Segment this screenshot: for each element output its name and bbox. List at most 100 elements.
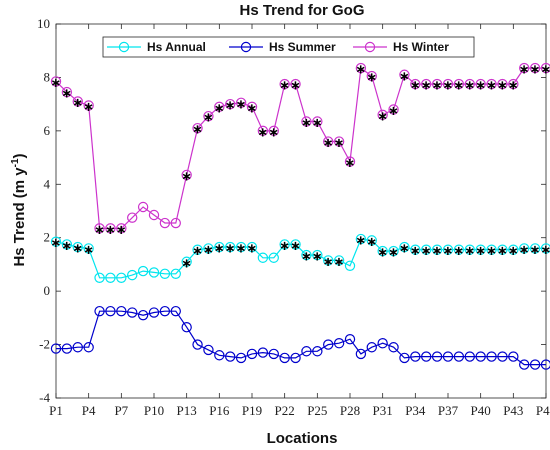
series-line xyxy=(55,67,546,229)
significance-marker: ∗ xyxy=(214,242,225,257)
significance-marker: ∗ xyxy=(432,79,443,94)
significance-marker: ∗ xyxy=(323,136,334,151)
data-point xyxy=(464,244,475,255)
data-point xyxy=(399,241,410,253)
significance-marker: ∗ xyxy=(94,223,105,238)
data-point xyxy=(72,96,83,107)
significance-marker: ∗ xyxy=(225,99,236,114)
y-tick-label: 6 xyxy=(44,123,51,138)
data-point xyxy=(344,334,356,345)
significance-marker: ∗ xyxy=(247,101,258,116)
significance-marker: ∗ xyxy=(443,244,454,259)
data-point xyxy=(519,62,530,74)
x-axis: P1 P4 P7 P10 P13 P16 P19 P22 P25 P28 P31 P34 P37 P40 P… xyxy=(49,24,550,418)
data-point xyxy=(137,265,149,277)
significance-marker: ∗ xyxy=(192,123,203,138)
x-axis-label: Locations xyxy=(267,430,338,447)
significance-marker: ∗ xyxy=(530,243,541,258)
significance-marker: ∗ xyxy=(388,246,399,261)
x-tick-label: P10 xyxy=(144,403,164,418)
data-point xyxy=(170,268,181,279)
data-point xyxy=(83,342,94,353)
significance-marker: ∗ xyxy=(334,136,345,151)
data-point xyxy=(257,125,269,137)
data-point xyxy=(355,348,367,360)
significance-marker: ∗ xyxy=(453,244,464,259)
significance-marker: ∗ xyxy=(399,69,410,84)
significance-marker: ∗ xyxy=(519,243,530,258)
significance-marker: ∗ xyxy=(214,101,225,116)
significance-marker: ∗ xyxy=(116,223,127,238)
data-point xyxy=(486,78,497,90)
data-point xyxy=(105,305,116,317)
data-point xyxy=(50,343,62,354)
significance-marker: ∗ xyxy=(83,243,94,258)
legend-box xyxy=(102,36,475,58)
data-point xyxy=(181,169,192,181)
significance-marker: ∗ xyxy=(345,156,356,171)
significance-marker: ∗ xyxy=(312,250,323,265)
data-point xyxy=(235,352,247,364)
data-point xyxy=(421,351,432,362)
significance-marker: ∗ xyxy=(203,111,214,126)
data-point xyxy=(421,78,432,90)
data-point xyxy=(388,245,399,257)
y-tick-label: 10 xyxy=(37,16,50,31)
data-point xyxy=(83,243,94,254)
data-point xyxy=(61,86,73,98)
data-point xyxy=(301,116,312,127)
significance-marker: ∗ xyxy=(497,244,508,259)
data-point xyxy=(279,239,290,250)
significance-marker: ∗ xyxy=(290,79,301,94)
data-point xyxy=(399,69,410,80)
data-point xyxy=(442,351,454,362)
y-axis: -4 -2 0 2 4 6 8 10 xyxy=(37,16,546,405)
data-point xyxy=(181,256,192,267)
data-point xyxy=(410,244,421,255)
legend-marker xyxy=(364,41,376,53)
y-tick-label: -4 xyxy=(39,390,50,405)
data-point xyxy=(355,233,367,245)
plot-frame xyxy=(55,23,547,399)
significance-marker: ∗ xyxy=(410,244,421,259)
data-point xyxy=(235,97,247,109)
significance-marker: ∗ xyxy=(432,244,443,259)
data-point xyxy=(486,244,497,255)
data-point xyxy=(225,98,236,110)
x-tick-label: P43 xyxy=(503,403,523,418)
data-point xyxy=(333,136,345,147)
legend-item: Hs Winter xyxy=(353,40,449,54)
data-point xyxy=(116,305,127,317)
data-point xyxy=(431,78,443,90)
significance-marker: ∗ xyxy=(475,244,486,259)
data-point xyxy=(159,268,171,279)
data-point xyxy=(257,347,269,358)
significance-marker: ∗ xyxy=(421,79,432,94)
significance-marker: ∗ xyxy=(181,169,192,184)
y-tick-label: -2 xyxy=(39,337,50,352)
data-point xyxy=(246,241,258,253)
data-point xyxy=(268,125,279,137)
x-tick-label: P7 xyxy=(114,403,128,418)
legend-label: Hs Annual xyxy=(147,40,206,54)
data-point xyxy=(290,239,301,250)
data-point xyxy=(159,305,171,317)
data-point xyxy=(442,244,454,255)
data-point xyxy=(235,241,247,253)
data-point xyxy=(540,243,550,254)
data-point xyxy=(312,346,323,357)
significance-marker: ∗ xyxy=(475,79,486,94)
data-point xyxy=(127,269,138,281)
data-point xyxy=(497,244,508,255)
data-point xyxy=(453,244,465,255)
data-point xyxy=(475,244,486,255)
data-point xyxy=(61,239,73,250)
series-hs-winter: ∗∗∗ ∗∗ ∗ ∗∗∗∗∗ ∗ ∗ ∗∗ ∗∗ ∗∗ ∗∗ ∗∗∗∗∗ ∗∗∗ ∗ ∗ ∗ ∗ ∗ ∗ ∗ ∗ ∗∗ ∗… xyxy=(51,63,550,238)
data-point xyxy=(290,352,301,364)
significance-marker: ∗ xyxy=(203,243,214,258)
data-point xyxy=(464,78,475,90)
significance-marker: ∗ xyxy=(464,79,475,94)
series-layer: ∗ ∗ ∗ ∗∗∗ ∗ ∗ ∗ ∗ ∗ ∗ ∗∗ ∗ ∗ ∗∗ ∗∗ ∗ ∗ ∗ ∗ ∗ ∗ ∗ ∗ ∗ ∗ ∗ ∗ ∗ ∗ ∗∗∗∗ ∗∗… xyxy=(51,63,550,370)
data-point xyxy=(366,342,377,353)
significance-marker: ∗ xyxy=(421,244,432,259)
